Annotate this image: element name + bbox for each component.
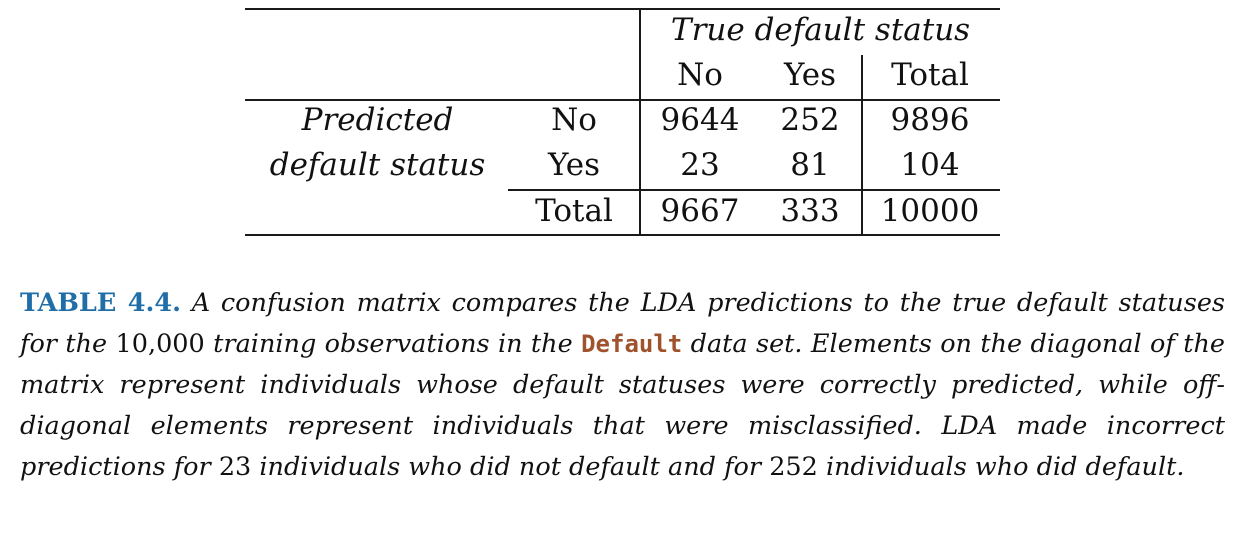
table-caption: TABLE 4.4. A confusion matrix compares t… [20,283,1225,488]
total-vertical-rule-body [861,101,863,234]
caption-number-23: 23 [218,452,252,482]
row-label-yes: Yes [547,147,601,183]
caption-label: TABLE 4.4. [20,288,182,318]
main-vertical-rule [639,10,641,234]
col-header-yes: Yes [783,57,837,93]
row-label-no: No [551,102,597,138]
header-rule [245,99,1000,101]
cell-total-yes: 333 [780,193,840,229]
row-label-total: Total [535,193,613,229]
row-group-label-line2: default status [269,147,486,183]
cell-no-total: 9896 [890,102,970,138]
caption-text-3: data set. Elements on the diagonal of th… [20,329,1225,482]
total-vertical-rule-header [861,55,863,99]
caption-text-1: A confusion matrix compares the LDA pred… [20,288,1225,359]
cell-no-no: 9644 [660,102,740,138]
cell-total-total: 10000 [880,193,980,229]
header-group-label: True default status [670,12,971,48]
cell-total-no: 9667 [660,193,740,229]
total-rule [508,189,1000,191]
caption-number-observations: 10,000 [115,329,205,359]
cell-yes-no: 23 [680,147,720,183]
caption-text-2: training observations in the [213,329,573,359]
caption-text-5: individuals who did default. [825,452,1185,482]
table-bottom-rule [245,234,1000,236]
table-top-rule [245,8,1000,10]
caption-number-252: 252 [769,452,818,482]
cell-no-yes: 252 [780,102,840,138]
cell-yes-total: 104 [900,147,960,183]
col-header-total: Total [891,57,969,93]
caption-text-4: individuals who did not default and for [259,452,762,482]
caption-dataset-name: Default [581,330,683,358]
cell-yes-yes: 81 [790,147,830,183]
row-group-label-line1: Predicted [301,102,454,138]
col-header-no: No [677,57,723,93]
